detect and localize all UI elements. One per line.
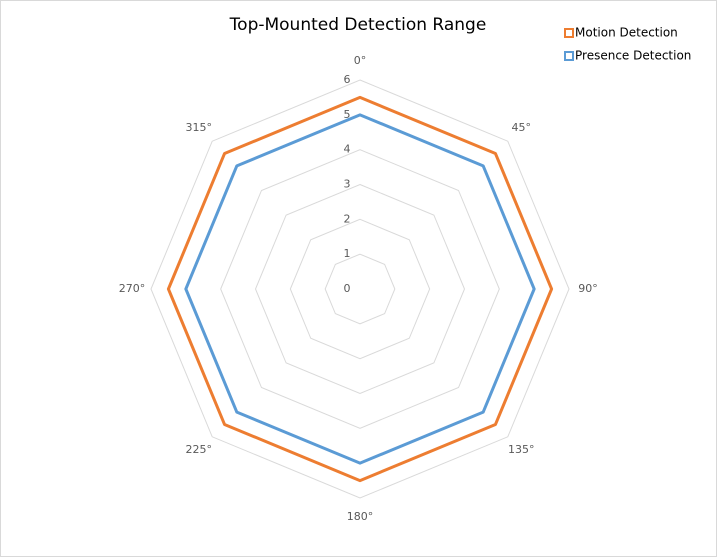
legend-swatch	[564, 28, 574, 38]
legend-label: Presence Detection	[575, 49, 691, 63]
category-label: 225°	[186, 443, 213, 456]
r-tick-label: 0	[344, 282, 351, 295]
r-tick-label: 3	[344, 178, 351, 191]
category-label: 270°	[119, 282, 146, 295]
r-tick-label: 4	[344, 143, 351, 156]
legend-swatch	[564, 51, 574, 61]
category-label: 90°	[578, 282, 598, 295]
category-label: 180°	[347, 510, 374, 523]
series-line	[166, 95, 554, 483]
grid-line	[254, 183, 466, 395]
grid-line	[150, 79, 570, 499]
series-line	[184, 113, 536, 465]
category-label: 135°	[508, 443, 535, 456]
category-label: 315°	[186, 121, 213, 134]
grid-line	[324, 253, 396, 325]
chart-title: Top-Mounted Detection Range	[229, 15, 487, 35]
legend-label: Motion Detection	[575, 26, 678, 40]
r-tick-label: 1	[344, 247, 351, 260]
category-label: 45°	[511, 121, 531, 134]
grid-line	[289, 218, 431, 360]
category-label: 0°	[354, 54, 367, 67]
r-tick-label: 2	[344, 212, 351, 225]
r-tick-label: 6	[344, 73, 351, 86]
grid-line	[220, 149, 500, 429]
r-tick-label: 5	[344, 108, 351, 121]
